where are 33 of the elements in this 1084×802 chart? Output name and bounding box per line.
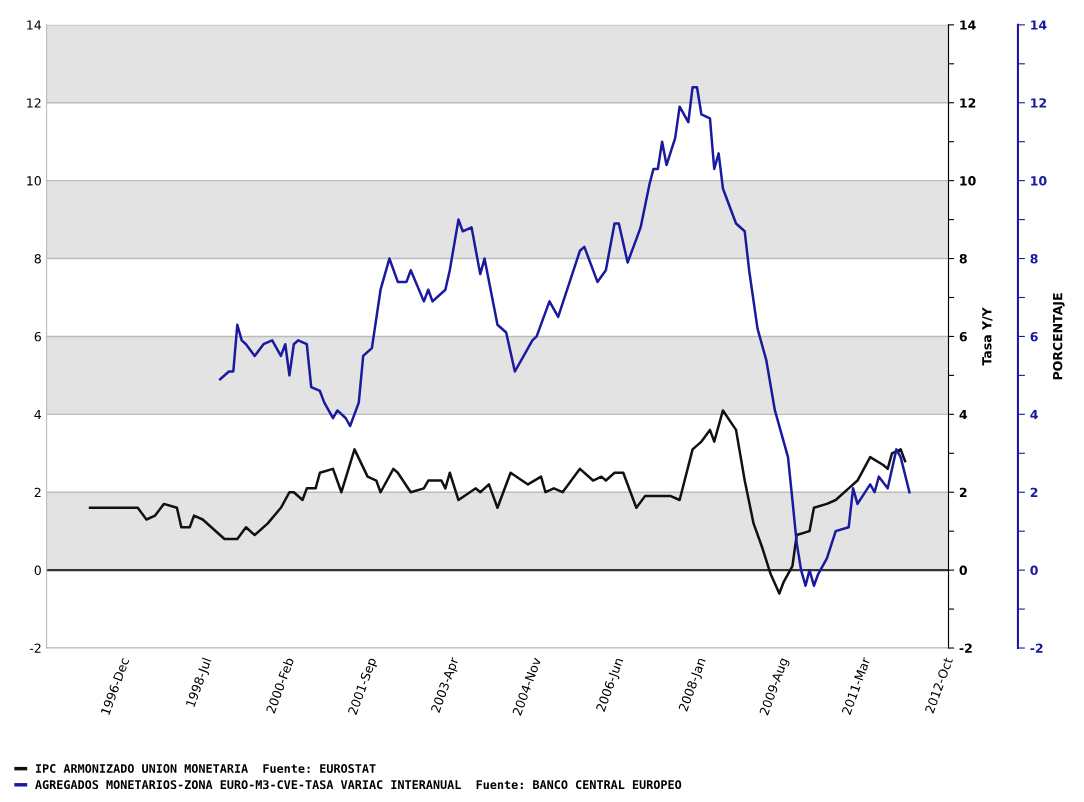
y-tick-label: -2 [29,643,41,653]
y2-tick-label: 8 [959,254,967,264]
y2-tick-label: 4 [959,409,968,420]
y2-tick-label: 6 [959,331,967,342]
line-series [88,409,907,595]
y2-tick-label: 14 [960,20,976,30]
legend-label: AGREGADOS MONETARIOS-ZONA EURO-M3-CVE-TASA VARIAC INTERANUAL Fuente: BANCO CENTRAL EUROPEO [35,780,682,790]
y-tick-label: 2 [34,487,41,497]
y-tick-label: 6 [34,331,41,342]
y3-tick-label: 6 [1030,331,1038,342]
y2-tick-label: 12 [960,98,976,108]
y3-tick-label: 14 [1031,20,1047,30]
y-tick-label: 10 [27,176,41,186]
y-tick-label: 14 [27,20,42,30]
y3-tick-label: 2 [1030,487,1038,497]
legend-label: IPC ARMONIZADO UNION MONETARIA Fuente: EUROSTAT [35,764,376,773]
y3-axis-title: PORCENTAJE [1052,293,1065,380]
y3-tick-label: 4 [1030,409,1038,420]
y2-tick-label: 2 [959,487,967,497]
y3-tick-label: 12 [1031,98,1047,108]
y3-tick-label: -2 [1030,643,1043,653]
y-tick-label: 4 [34,409,42,420]
y-tick-label: 12 [27,98,41,108]
y3-tick-label: 10 [1031,176,1047,186]
line-series [218,85,911,587]
y-tick-label: 8 [34,254,41,264]
y2-axis-title: Tasa Y/Y [982,307,993,366]
y-tick-label: 0 [34,565,41,576]
y2-tick-label: 0 [959,565,968,576]
y3-tick-label: 0 [1030,565,1038,576]
y3-tick-label: 8 [1030,254,1038,264]
y2-tick-label: 10 [960,176,976,186]
y2-tick-label: -2 [959,643,972,653]
